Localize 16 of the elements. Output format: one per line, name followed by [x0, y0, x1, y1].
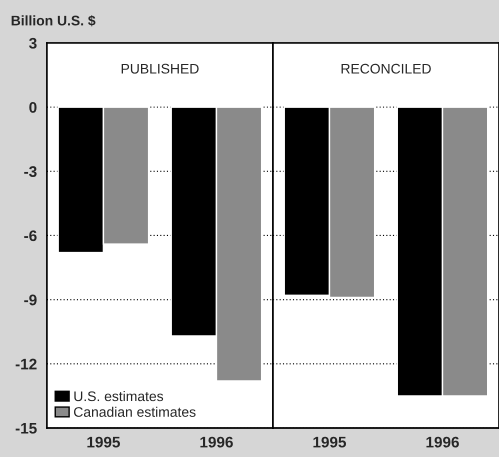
- text: RECONCILED: [342, 64, 431, 74]
- legend-label: U.S. estimates: [74, 390, 164, 402]
- x-tick-label: 1995: [313, 436, 346, 448]
- y-axis-title: Billion U.S. $: [12, 15, 96, 26]
- y-tick-label: -3: [24, 166, 37, 178]
- y-tick-label: 3: [29, 38, 37, 49]
- y-tick-label: -15: [16, 423, 37, 434]
- y-tick-label: -12: [16, 358, 37, 370]
- y-tick-label: -6: [24, 230, 37, 242]
- legend-label: Canadian estimates: [74, 406, 196, 417]
- y-tick-label: -9: [24, 294, 37, 306]
- x-tick-label: 1996: [200, 436, 233, 448]
- x-tick-label: 1996: [426, 436, 459, 448]
- x-tick-label: 1995: [87, 436, 120, 448]
- y-tick-label: 0: [29, 102, 37, 113]
- text: PUBLISHED: [122, 64, 199, 74]
